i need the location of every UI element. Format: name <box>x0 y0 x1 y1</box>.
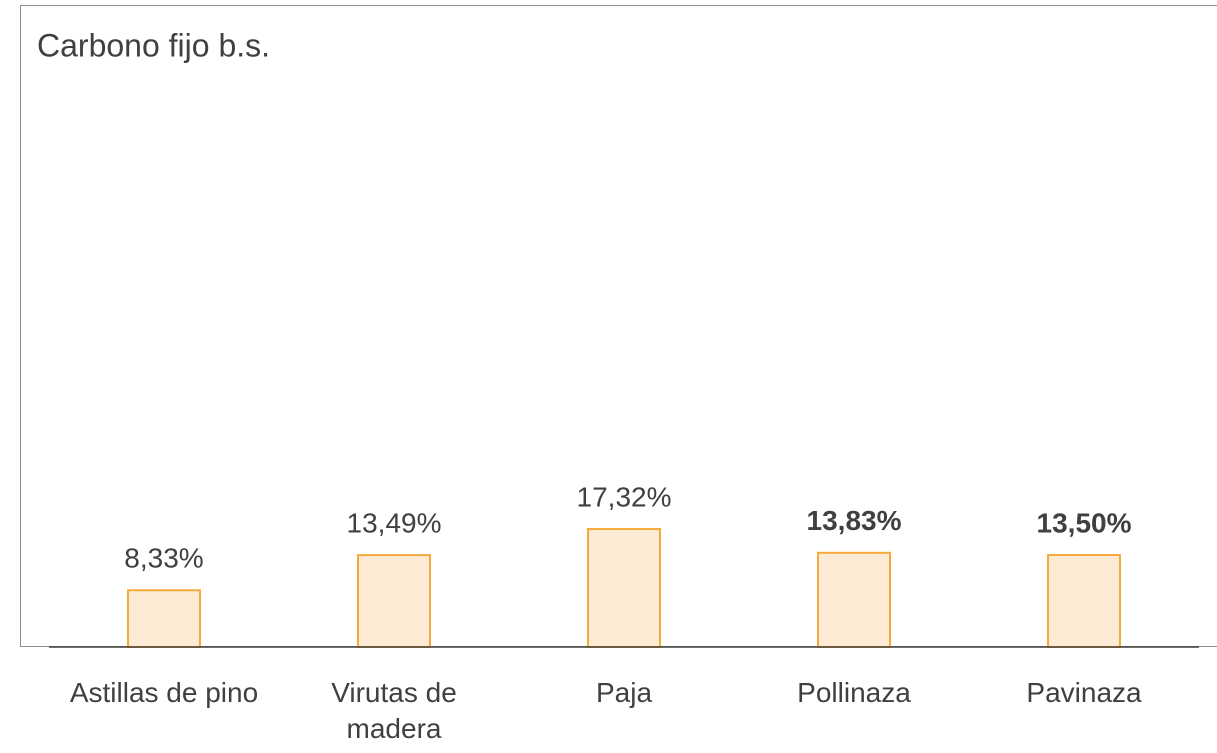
x-tick-label: Pollinaza <box>797 677 911 708</box>
value-label: 13,83% <box>807 505 902 536</box>
bar <box>817 551 891 648</box>
chart-title: Carbono fijo b.s. <box>37 27 270 63</box>
x-tick-label: Paja <box>595 677 653 708</box>
value-label: 13,50% <box>1037 507 1132 538</box>
x-tick-label: Pavinaza <box>1026 677 1142 708</box>
bar <box>127 589 201 648</box>
x-tick-label: Virutas de madera <box>331 677 457 744</box>
value-label: 13,49% <box>347 508 442 539</box>
x-tick-label: Astillas de pino <box>69 677 259 708</box>
bar <box>587 528 661 648</box>
bar <box>1047 554 1121 648</box>
value-label: 8,33% <box>124 543 203 574</box>
value-label: 17,32% <box>577 481 672 512</box>
bar <box>357 554 431 648</box>
